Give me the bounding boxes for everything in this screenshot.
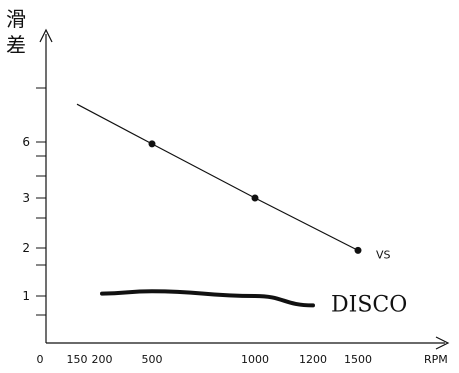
x-axis-arrow (435, 336, 450, 350)
x-tick-label: 200 (92, 353, 113, 366)
x-tick-labels: 0 150 200 500 1000 1200 1500 (37, 353, 373, 366)
x-axis-label: RPM (424, 353, 448, 366)
x-tick-label: 1500 (344, 353, 372, 366)
series-vs-point (354, 246, 362, 254)
y-axis-label-char-2: 差 (6, 33, 26, 57)
y-tick-label: 6 (22, 135, 30, 149)
series-vs-point (148, 140, 156, 148)
y-tick-labels: 1 2 3 6 (22, 135, 30, 303)
x-tick-label: 500 (142, 353, 163, 366)
series-layer: VS DISCO (76, 103, 407, 317)
series-disco-line (100, 289, 315, 308)
y-tick-label: 3 (22, 191, 30, 205)
y-axis-arrow (39, 28, 53, 43)
y-tick-marks (36, 87, 46, 316)
x-tick-label: 0 (37, 353, 44, 366)
y-axis-label-char-1: 滑 (6, 7, 26, 31)
x-tick-label: 150 (67, 353, 88, 366)
series-vs-label: VS (376, 248, 391, 261)
x-tick-label: 1200 (299, 353, 327, 366)
y-tick-label: 2 (22, 241, 30, 255)
series-vs-line (76, 103, 359, 251)
series-disco-label: DISCO (331, 292, 407, 317)
series-vs-point (251, 194, 259, 202)
x-tick-label: 1000 (241, 353, 269, 366)
y-tick-label: 1 (22, 289, 30, 303)
